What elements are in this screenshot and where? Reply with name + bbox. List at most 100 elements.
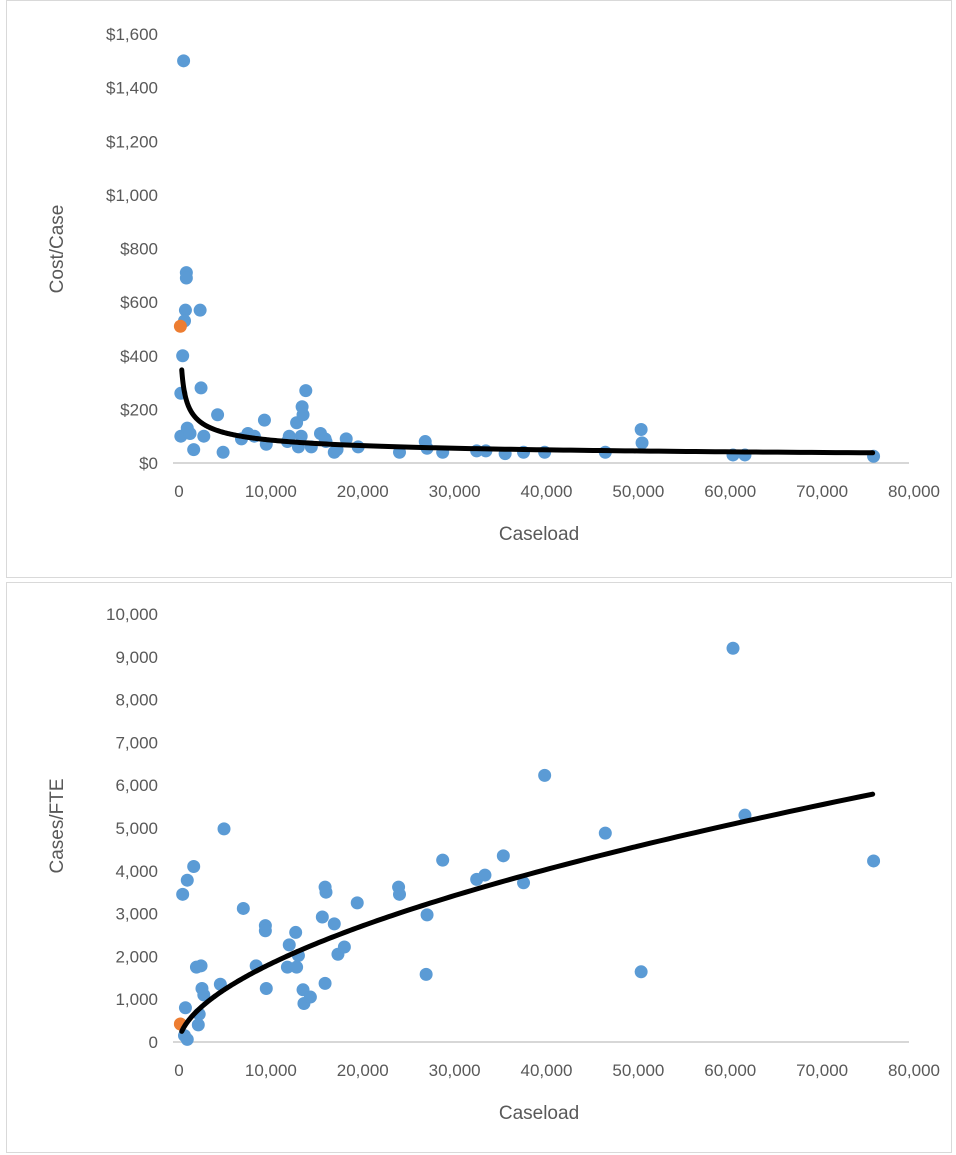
data-point <box>259 982 273 995</box>
y-tick-label: $1,600 <box>106 25 158 44</box>
data-point <box>180 1032 194 1046</box>
x-tick-label: 30,000 <box>429 482 481 501</box>
data-point <box>257 413 271 427</box>
x-tick-label: 80,000 <box>888 1061 940 1080</box>
y-tick-label: $0 <box>139 454 158 473</box>
data-point <box>303 990 317 1004</box>
x-tick-label: 40,000 <box>521 482 573 501</box>
data-point <box>178 303 192 317</box>
x-tick-label: 10,000 <box>245 482 297 501</box>
x-tick-label: 60,000 <box>704 1061 756 1080</box>
data-point <box>478 868 492 882</box>
data-point <box>350 896 364 910</box>
y-axis-title: Cost/Case <box>47 205 68 294</box>
data-point <box>177 54 191 68</box>
y-tick-labels: $0 $200 $400 $600 $800 $1,000 $1,200 $1,400 $1,6… <box>106 25 158 473</box>
data-point <box>315 910 329 924</box>
x-axis-title: Caseload <box>499 524 579 545</box>
y-tick-label: 8,000 <box>115 691 158 710</box>
y-tick-labels: 0 1,000 2,000 3,000 4,000 5,000 6,000 7,000 8,00… <box>106 605 158 1052</box>
y-tick-label: 5,000 <box>115 819 158 838</box>
data-point <box>420 908 434 922</box>
y-tick-label: $600 <box>120 293 158 312</box>
x-tick-label: 20,000 <box>337 1061 389 1080</box>
data-point <box>280 960 294 974</box>
x-tick-label: 80,000 <box>888 482 940 501</box>
x-tick-label: 20,000 <box>337 482 389 501</box>
y-tick-label: $200 <box>120 400 158 419</box>
data-point <box>194 959 208 973</box>
data-point <box>187 443 201 457</box>
data-point <box>318 976 332 990</box>
data-points <box>173 54 881 463</box>
data-point <box>217 822 231 836</box>
y-tick-label: 3,000 <box>115 905 158 924</box>
data-point <box>289 925 303 939</box>
data-point <box>726 641 740 655</box>
data-point <box>295 400 309 414</box>
y-tick-label: $1,000 <box>106 186 158 205</box>
data-point <box>496 849 510 863</box>
data-point <box>319 885 333 899</box>
data-point <box>634 422 648 436</box>
y-tick-label: 1,000 <box>115 990 158 1009</box>
data-point <box>258 924 272 938</box>
data-point <box>195 982 209 995</box>
x-tick-label: 40,000 <box>521 1061 573 1080</box>
x-tick-label: 70,000 <box>796 1061 848 1080</box>
highlight-data-point <box>173 319 187 333</box>
y-tick-label: 6,000 <box>115 776 158 795</box>
y-tick-label: 0 <box>149 1033 158 1052</box>
x-tick-label: 50,000 <box>612 1061 664 1080</box>
x-tick-label: 50,000 <box>612 482 664 501</box>
x-tick-label: 0 <box>174 1061 183 1080</box>
data-point <box>191 1018 205 1032</box>
x-tick-labels: 0 10,000 20,000 30,000 40,000 50,000 60,000 70,… <box>174 1061 940 1080</box>
cost-per-case-chart-panel: $0 $200 $400 $600 $800 $1,000 $1,200 $1,400 $1,6… <box>6 0 952 578</box>
x-tick-label: 30,000 <box>429 1061 481 1080</box>
x-tick-labels: 0 10,000 20,000 30,000 40,000 50,000 60,000 70,… <box>174 482 940 501</box>
x-tick-label: 70,000 <box>796 482 848 501</box>
data-point <box>180 873 194 887</box>
y-tick-label: $400 <box>120 347 158 366</box>
trendline <box>179 791 876 1034</box>
x-tick-label: 60,000 <box>704 482 756 501</box>
data-point <box>178 1001 192 1015</box>
data-point <box>299 384 313 398</box>
data-point <box>216 445 230 459</box>
y-tick-label: 2,000 <box>115 947 158 966</box>
data-point <box>598 826 612 840</box>
cases-per-fte-chart-panel: 0 1,000 2,000 3,000 4,000 5,000 6,000 7,000 8,00… <box>6 582 952 1153</box>
data-point <box>327 917 341 931</box>
data-point <box>176 887 190 901</box>
data-point <box>282 938 296 952</box>
data-points <box>173 641 881 1046</box>
data-point <box>211 408 225 422</box>
x-tick-label: 0 <box>174 482 183 501</box>
x-axis-title: Caseload <box>499 1103 579 1124</box>
data-point <box>339 432 353 446</box>
data-point <box>179 271 193 285</box>
data-point <box>183 427 197 441</box>
trendline <box>179 367 876 456</box>
data-point <box>634 965 648 979</box>
data-point <box>337 940 351 954</box>
cost-per-case-chart: $0 $200 $400 $600 $800 $1,000 $1,200 $1,400 $1,6… <box>47 25 940 545</box>
data-point <box>419 967 433 981</box>
data-point <box>294 429 308 443</box>
data-point <box>176 349 190 363</box>
data-point <box>290 960 304 974</box>
data-point <box>867 854 881 868</box>
data-point <box>393 887 406 901</box>
y-tick-label: $800 <box>120 240 158 259</box>
y-tick-label: $1,400 <box>106 79 158 98</box>
data-point <box>197 429 211 443</box>
y-tick-label: $1,200 <box>106 132 158 151</box>
cases-per-fte-chart: 0 1,000 2,000 3,000 4,000 5,000 6,000 7,000 8,00… <box>47 605 940 1124</box>
data-point <box>193 303 207 317</box>
y-tick-label: 10,000 <box>106 605 158 624</box>
data-point <box>538 768 552 782</box>
y-tick-label: 4,000 <box>115 862 158 881</box>
data-point <box>194 381 208 395</box>
data-point <box>436 853 450 867</box>
